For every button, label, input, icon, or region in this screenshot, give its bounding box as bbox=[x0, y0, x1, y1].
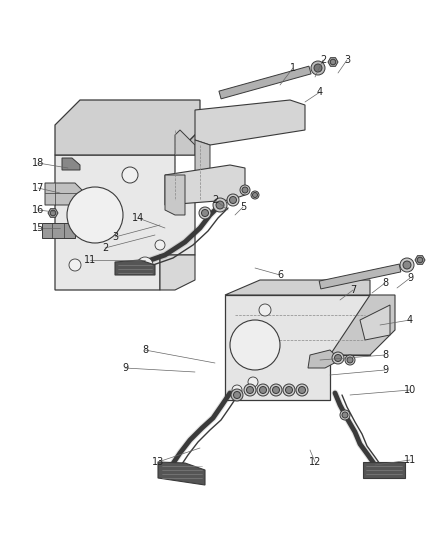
Polygon shape bbox=[175, 130, 194, 155]
Text: 4: 4 bbox=[406, 315, 412, 325]
Text: 4: 4 bbox=[316, 87, 322, 97]
Polygon shape bbox=[225, 295, 369, 400]
Circle shape bbox=[331, 352, 343, 364]
Text: 18: 18 bbox=[32, 158, 44, 168]
Text: 2: 2 bbox=[102, 243, 108, 253]
Text: 8: 8 bbox=[381, 278, 387, 288]
Circle shape bbox=[246, 386, 253, 393]
Circle shape bbox=[247, 377, 258, 387]
Text: 13: 13 bbox=[152, 457, 164, 467]
Circle shape bbox=[258, 304, 270, 316]
Circle shape bbox=[283, 384, 294, 396]
Polygon shape bbox=[115, 260, 155, 275]
Text: 15: 15 bbox=[32, 223, 44, 233]
Polygon shape bbox=[194, 140, 209, 180]
Text: 9: 9 bbox=[122, 363, 128, 373]
Text: 2: 2 bbox=[319, 55, 325, 65]
Text: 8: 8 bbox=[141, 345, 148, 355]
Circle shape bbox=[298, 386, 305, 393]
Text: 8: 8 bbox=[381, 350, 387, 360]
Polygon shape bbox=[158, 462, 205, 485]
Text: 3: 3 bbox=[112, 232, 118, 242]
Circle shape bbox=[50, 210, 56, 216]
Circle shape bbox=[240, 185, 249, 195]
Polygon shape bbox=[414, 256, 424, 264]
Circle shape bbox=[402, 261, 410, 269]
Polygon shape bbox=[329, 295, 394, 355]
Text: 14: 14 bbox=[131, 213, 144, 223]
Text: 2: 2 bbox=[212, 195, 218, 205]
Polygon shape bbox=[62, 158, 80, 170]
Polygon shape bbox=[219, 66, 311, 99]
Polygon shape bbox=[318, 264, 400, 289]
Polygon shape bbox=[359, 305, 389, 340]
Circle shape bbox=[122, 167, 138, 183]
Polygon shape bbox=[175, 130, 219, 155]
Circle shape bbox=[269, 384, 281, 396]
Circle shape bbox=[226, 194, 238, 206]
Circle shape bbox=[215, 201, 223, 209]
Polygon shape bbox=[225, 280, 369, 295]
Circle shape bbox=[259, 386, 266, 393]
Circle shape bbox=[329, 59, 335, 64]
Circle shape bbox=[285, 386, 292, 393]
Circle shape bbox=[416, 257, 422, 263]
Text: 6: 6 bbox=[276, 270, 283, 280]
Circle shape bbox=[346, 357, 352, 363]
Polygon shape bbox=[48, 209, 58, 217]
Circle shape bbox=[399, 258, 413, 272]
Polygon shape bbox=[362, 462, 404, 478]
Text: 1: 1 bbox=[289, 63, 295, 73]
Circle shape bbox=[272, 386, 279, 393]
Circle shape bbox=[252, 192, 257, 198]
Polygon shape bbox=[194, 100, 304, 145]
Polygon shape bbox=[159, 255, 194, 290]
Polygon shape bbox=[55, 155, 194, 290]
Circle shape bbox=[212, 198, 226, 212]
Circle shape bbox=[241, 187, 247, 193]
Circle shape bbox=[230, 320, 279, 370]
Circle shape bbox=[69, 259, 81, 271]
Text: 11: 11 bbox=[403, 455, 415, 465]
Circle shape bbox=[344, 355, 354, 365]
Circle shape bbox=[310, 61, 324, 75]
Circle shape bbox=[137, 257, 153, 273]
Circle shape bbox=[339, 410, 349, 420]
Text: 16: 16 bbox=[32, 205, 44, 215]
Text: 12: 12 bbox=[308, 457, 321, 467]
Circle shape bbox=[341, 412, 347, 418]
Polygon shape bbox=[327, 58, 337, 66]
Polygon shape bbox=[42, 223, 75, 238]
Polygon shape bbox=[55, 100, 200, 155]
Text: 9: 9 bbox=[406, 273, 412, 283]
Polygon shape bbox=[45, 183, 90, 205]
Circle shape bbox=[233, 392, 240, 399]
Text: 3: 3 bbox=[343, 55, 349, 65]
Text: 5: 5 bbox=[239, 202, 246, 212]
Polygon shape bbox=[165, 175, 184, 215]
Circle shape bbox=[67, 187, 123, 243]
Text: 9: 9 bbox=[381, 365, 387, 375]
Circle shape bbox=[201, 209, 208, 216]
Circle shape bbox=[334, 354, 341, 361]
Circle shape bbox=[256, 384, 268, 396]
Circle shape bbox=[295, 384, 307, 396]
Circle shape bbox=[251, 191, 258, 199]
Text: 17: 17 bbox=[32, 183, 44, 193]
Text: 11: 11 bbox=[84, 255, 96, 265]
Circle shape bbox=[198, 207, 211, 219]
Circle shape bbox=[231, 385, 241, 395]
Circle shape bbox=[244, 384, 255, 396]
Polygon shape bbox=[307, 350, 339, 368]
Text: 10: 10 bbox=[403, 385, 415, 395]
Circle shape bbox=[229, 197, 236, 204]
Circle shape bbox=[230, 389, 243, 401]
Circle shape bbox=[313, 64, 321, 72]
Circle shape bbox=[155, 240, 165, 250]
Polygon shape bbox=[165, 165, 244, 205]
Text: 7: 7 bbox=[349, 285, 355, 295]
